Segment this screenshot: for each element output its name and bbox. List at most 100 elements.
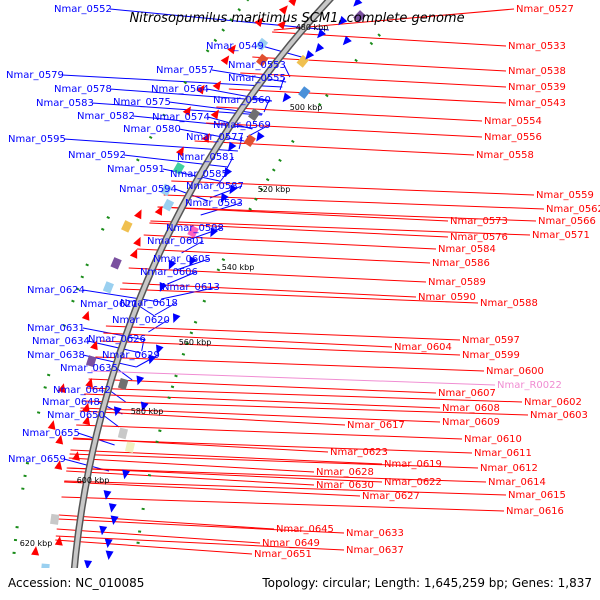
gene-label-left[interactable]: Nmar_0650	[47, 410, 105, 421]
gene-label-right[interactable]: Nmar_0615	[508, 490, 566, 501]
gene-label-left[interactable]: Nmar_0549	[206, 41, 264, 52]
gene-label-right[interactable]: Nmar_0558	[476, 150, 534, 161]
minor-tick	[259, 187, 264, 192]
gene-label-left[interactable]: Nmar_0569	[213, 120, 271, 131]
gene-label-right[interactable]: Nmar_0604	[394, 342, 452, 353]
gene-label-right[interactable]: Nmar_0554	[484, 116, 542, 127]
gene-label-right[interactable]: Nmar_0612	[480, 463, 538, 474]
gene-label-left[interactable]: Nmar_0655	[22, 428, 80, 439]
gene-label-left[interactable]: Nmar_0552	[54, 4, 112, 15]
gene-label-left[interactable]: Nmar_0560	[213, 95, 271, 106]
gene-label-left[interactable]: Nmar_0638	[27, 350, 85, 361]
gene-label-left[interactable]: Nmar_0553	[228, 60, 286, 71]
gene-label-right[interactable]: Nmar_0586	[432, 258, 490, 269]
gene-label-right[interactable]: Nmar_0603	[530, 410, 588, 421]
gene-label-right[interactable]: Nmar_0599	[462, 350, 520, 361]
gene-label-right[interactable]: Nmar_0616	[506, 506, 564, 517]
gene-label-left[interactable]: Nmar_0613	[162, 282, 220, 293]
gene-label-left[interactable]: Nmar_0585	[170, 169, 228, 180]
gene-label-right[interactable]: Nmar_0645	[276, 524, 334, 535]
gene-label-left[interactable]: Nmar_0642	[53, 385, 111, 396]
gene-label-right[interactable]: Nmar_0588	[480, 298, 538, 309]
gene-label-left[interactable]: Nmar_0574	[152, 112, 210, 123]
gene-label-left[interactable]: Nmar_0634	[32, 336, 90, 347]
gene-label-right[interactable]: Nmar_0651	[254, 549, 312, 560]
gene-label-right[interactable]: Nmar_0610	[464, 434, 522, 445]
leader-line	[66, 467, 383, 483]
gene-label-left[interactable]: Nmar_0629	[102, 350, 160, 361]
gene-label-left[interactable]: Nmar_0581	[177, 152, 235, 163]
gene-label-right[interactable]: Nmar_0566	[538, 216, 596, 227]
gene-label-left[interactable]: Nmar_0598	[166, 223, 224, 234]
gene-label-right[interactable]: Nmar_0614	[488, 477, 546, 488]
gene-label-right[interactable]: Nmar_0609	[442, 417, 500, 428]
gene-label-right[interactable]: Nmar_0602	[524, 397, 582, 408]
gene-label-left[interactable]: Nmar_0578	[54, 84, 112, 95]
gene-label-right[interactable]: Nmar_0539	[508, 82, 566, 93]
feature-box	[110, 257, 122, 270]
gene-label-right[interactable]: Nmar_R0022	[497, 380, 562, 391]
gene-label-left[interactable]: Nmar_0555	[228, 73, 286, 84]
gene-label-left[interactable]: Nmar_0624	[27, 285, 85, 296]
gene-label-left[interactable]: Nmar_0591	[107, 164, 165, 175]
gene-label-right[interactable]: Nmar_0573	[450, 216, 508, 227]
gene-label-right[interactable]: Nmar_0627	[362, 491, 420, 502]
gene-label-left[interactable]: Nmar_0626	[88, 334, 146, 345]
gene-label-left[interactable]: Nmar_0595	[8, 134, 66, 145]
gene-label-right[interactable]: Nmar_0556	[484, 132, 542, 143]
gene-label-right[interactable]: Nmar_0630	[316, 480, 374, 491]
gene-label-right[interactable]: Nmar_0559	[536, 190, 594, 201]
gene-label-right[interactable]: Nmar_0649	[262, 538, 320, 549]
gene-label-right[interactable]: Nmar_0571	[532, 230, 590, 241]
gene-label-right[interactable]: Nmar_0600	[486, 366, 544, 377]
gene-label-left[interactable]: Nmar_0659	[8, 454, 66, 465]
gene-arrow-minus	[156, 344, 164, 355]
gene-label-right[interactable]: Nmar_0617	[347, 420, 405, 431]
gene-label-left[interactable]: Nmar_0601	[147, 236, 205, 247]
gene-label-left[interactable]: Nmar_0587	[186, 181, 244, 192]
gene-label-right[interactable]: Nmar_0584	[438, 244, 496, 255]
gene-label-left[interactable]: Nmar_0635	[60, 363, 118, 374]
gene-label-right[interactable]: Nmar_0637	[346, 545, 404, 556]
gene-label-left[interactable]: Nmar_0592	[68, 150, 126, 161]
gene-label-right[interactable]: Nmar_0562	[546, 204, 600, 215]
gene-label-right[interactable]: Nmar_0608	[442, 403, 500, 414]
gene-label-right[interactable]: Nmar_0533	[508, 41, 566, 52]
gene-label-left[interactable]: Nmar_0605	[153, 254, 211, 265]
gene-label-right[interactable]: Nmar_0628	[316, 467, 374, 478]
gene-label-left[interactable]: Nmar_0557	[156, 65, 214, 76]
gene-label-left[interactable]: Nmar_0606	[140, 267, 198, 278]
gene-label-left[interactable]: Nmar_0583	[36, 98, 94, 109]
gene-label-right[interactable]: Nmar_0633	[346, 528, 404, 539]
leader-line	[205, 122, 483, 138]
gene-label-right[interactable]: Nmar_0623	[330, 447, 388, 458]
gene-label-right[interactable]: Nmar_0611	[474, 448, 532, 459]
gene-label-right[interactable]: Nmar_0607	[438, 388, 496, 399]
gene-label-left[interactable]: Nmar_0621	[80, 299, 138, 310]
gene-label-left[interactable]: Nmar_0577	[186, 132, 244, 143]
gene-label-left[interactable]: Nmar_0579	[6, 70, 64, 81]
gene-label-left[interactable]: Nmar_0593	[185, 198, 243, 209]
leader-line	[73, 437, 329, 453]
gene-label-right[interactable]: Nmar_0538	[508, 66, 566, 77]
gene-label-left[interactable]: Nmar_0618	[120, 298, 178, 309]
gene-label-left[interactable]: Nmar_0648	[42, 397, 100, 408]
gene-label-right[interactable]: Nmar_0597	[462, 335, 520, 346]
gene-label-left[interactable]: Nmar_0564	[151, 84, 209, 95]
gene-label-left[interactable]: Nmar_0620	[112, 315, 170, 326]
gene-label-right[interactable]: Nmar_0576	[450, 232, 508, 243]
gene-label-left[interactable]: Nmar_0575	[113, 97, 171, 108]
gene-arrow-plus	[288, 0, 298, 7]
gene-label-right[interactable]: Nmar_0619	[384, 459, 442, 470]
gene-label-right[interactable]: Nmar_0543	[508, 98, 566, 109]
gene-label-right[interactable]: Nmar_0527	[516, 4, 574, 15]
minor-tick	[221, 258, 226, 262]
gene-label-left[interactable]: Nmar_0594	[119, 184, 177, 195]
gene-label-right[interactable]: Nmar_0622	[384, 477, 442, 488]
gene-label-left[interactable]: Nmar_0631	[27, 323, 85, 334]
gene-label-right[interactable]: Nmar_0590	[418, 292, 476, 303]
gene-label-left[interactable]: Nmar_0582	[77, 111, 135, 122]
minor-tick	[106, 216, 110, 220]
gene-label-left[interactable]: Nmar_0580	[123, 124, 181, 135]
gene-label-right[interactable]: Nmar_0589	[428, 277, 486, 288]
